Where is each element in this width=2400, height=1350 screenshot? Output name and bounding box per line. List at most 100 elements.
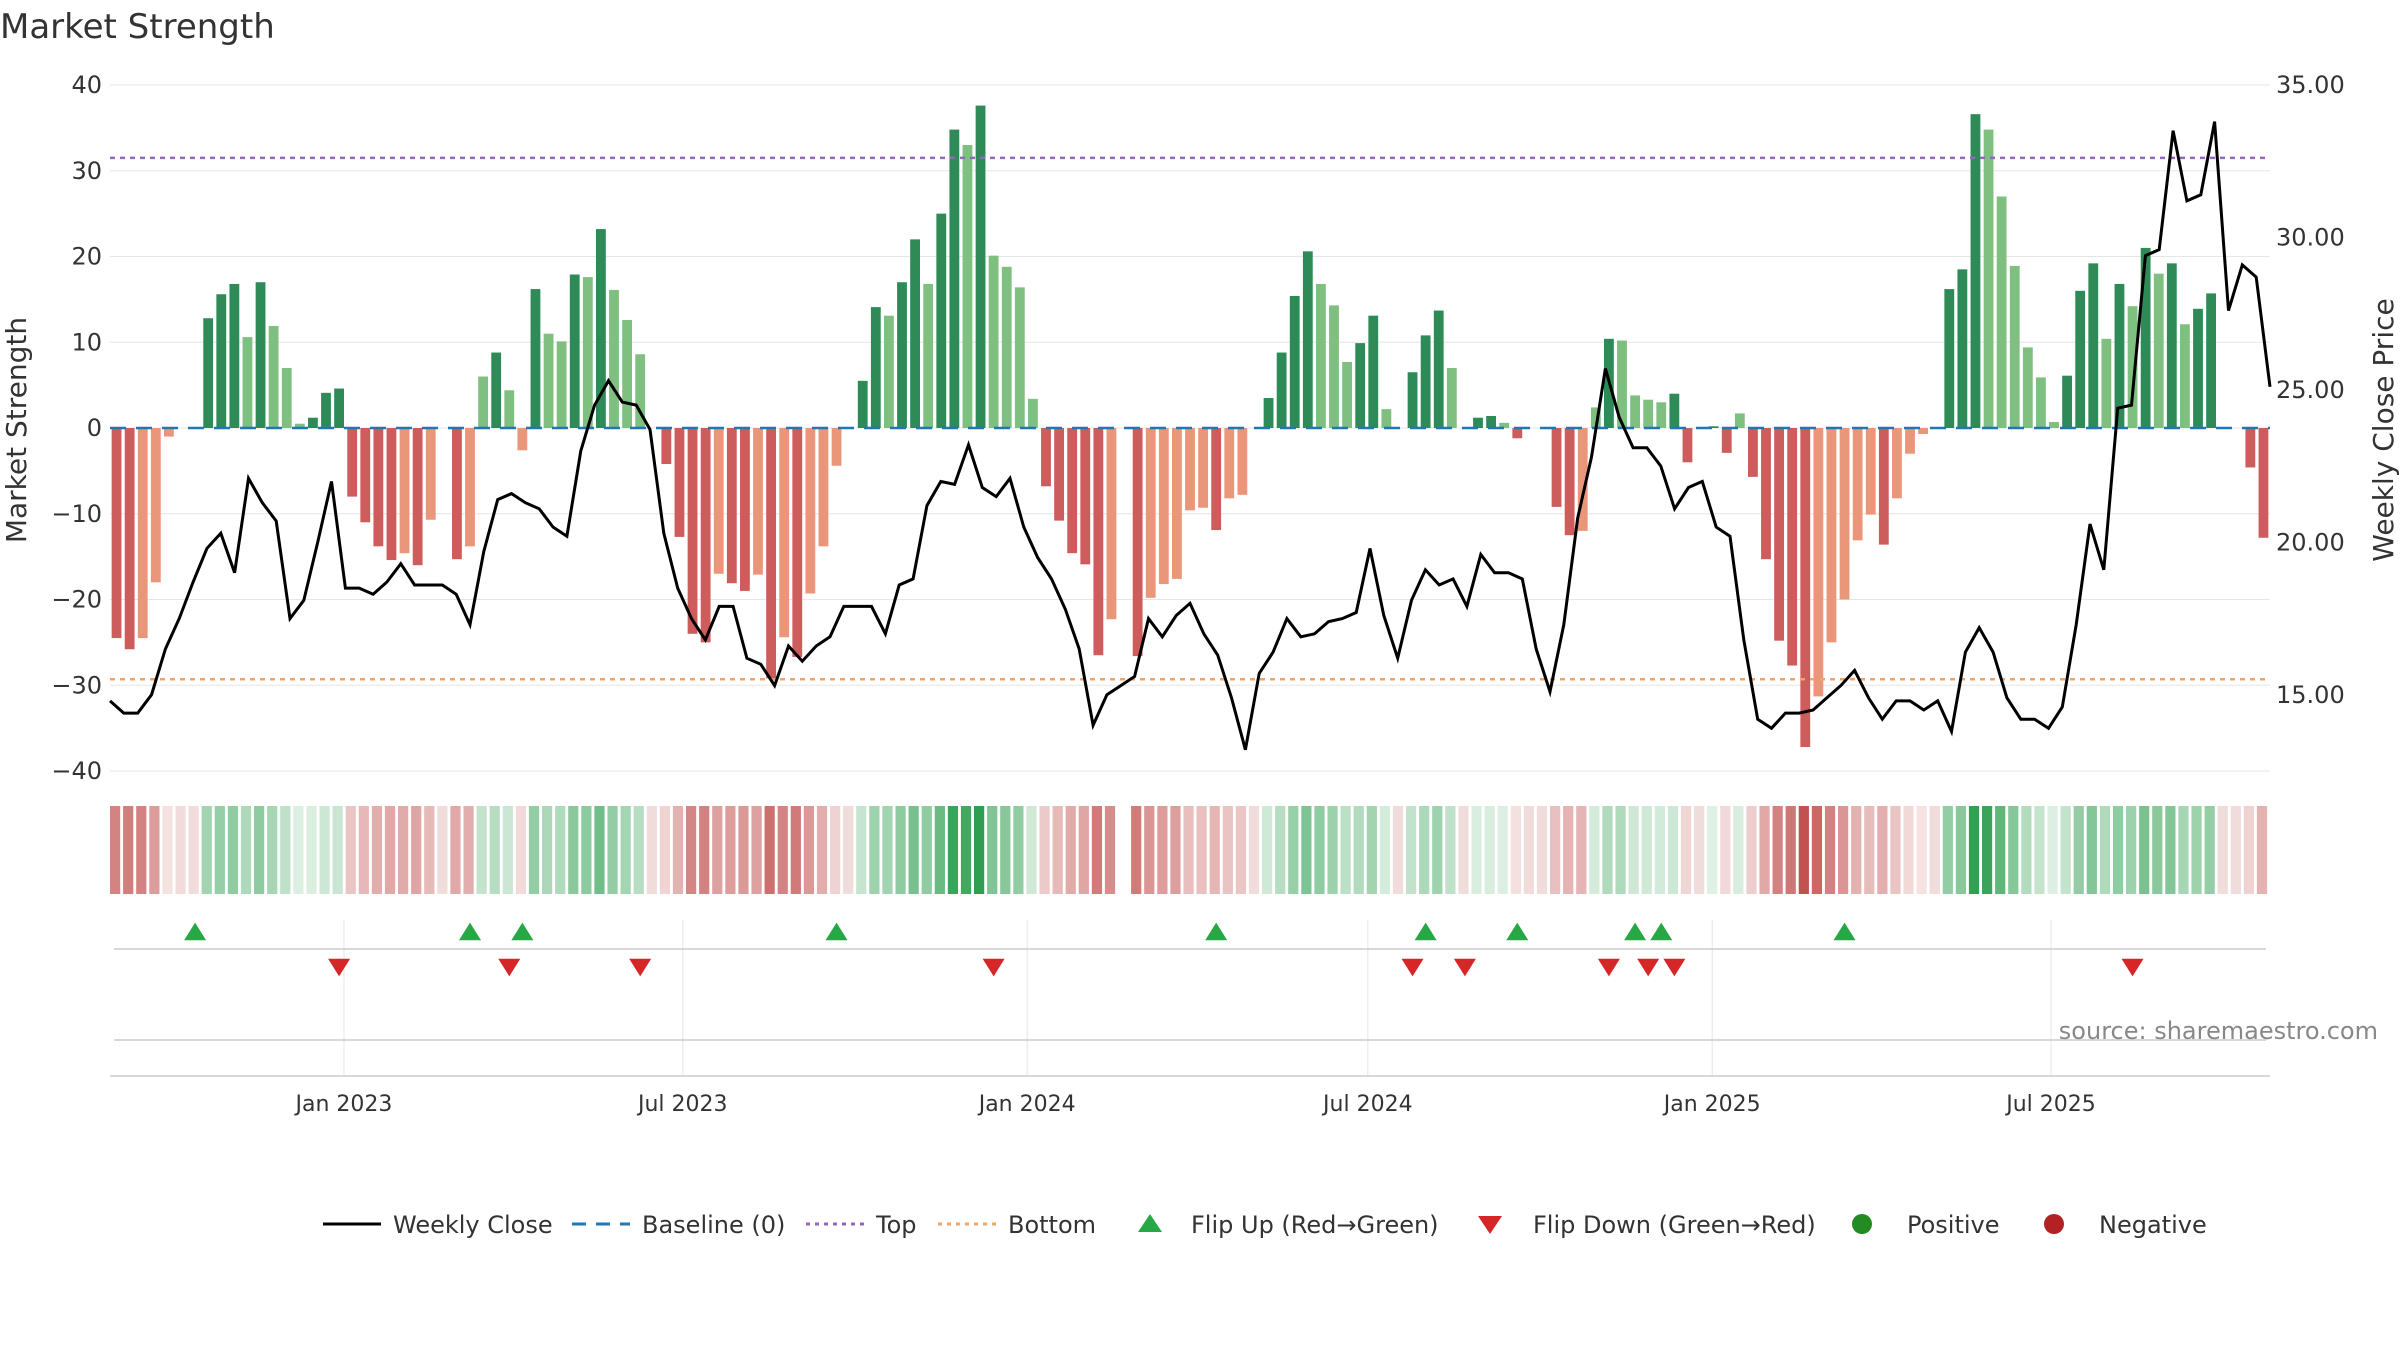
strength-bar <box>792 428 803 657</box>
strength-bar <box>1420 335 1431 428</box>
lower-panels <box>110 948 2270 1077</box>
heat-cell <box>1131 806 1142 894</box>
legend-circle-swatch <box>2044 1214 2064 1234</box>
flip-up-marker <box>459 922 481 941</box>
strength-bar <box>1590 407 1601 428</box>
strength-bar <box>229 283 240 428</box>
strength-bar <box>2153 273 2164 428</box>
strength-bar <box>1145 428 1156 598</box>
heat-cell <box>1916 806 1927 894</box>
legend-label: Flip Down (Green→Red) <box>1533 1211 1816 1239</box>
heat-cell <box>1157 806 1168 894</box>
strength-bar <box>1721 428 1732 453</box>
heat-cell <box>830 806 841 894</box>
strength-bar <box>661 428 672 465</box>
legend-circle-swatch <box>1852 1214 1872 1234</box>
flip-down-marker <box>328 958 351 977</box>
strength-bar <box>504 390 515 428</box>
strength-bar <box>281 367 292 428</box>
heat-cell <box>1000 806 1011 894</box>
heat-cell <box>1563 806 1574 894</box>
strength-bar <box>674 428 685 537</box>
strength-bar <box>2193 308 2203 428</box>
strength-bar <box>1041 428 1051 487</box>
heat-cell <box>974 806 985 894</box>
strength-bar <box>1001 266 1012 428</box>
strength-bars <box>111 105 2269 747</box>
flip-up-marker <box>1205 922 1228 941</box>
heat-cell <box>515 806 527 894</box>
legend-label: Baseline (0) <box>642 1211 785 1239</box>
heat-cell <box>2073 806 2084 894</box>
y-axis-label-right: Weekly Close Price <box>2367 298 2400 561</box>
heat-cell <box>1327 806 1338 894</box>
heat-cell <box>1065 806 1076 894</box>
heat-cell <box>1484 806 1495 894</box>
heat-cell <box>2152 806 2163 894</box>
strength-bar <box>150 428 161 583</box>
heat-cell <box>476 806 487 894</box>
heat-cell <box>188 806 199 894</box>
strength-bar <box>1852 428 1863 541</box>
legend-label: Negative <box>2099 1211 2207 1239</box>
heat-cell <box>2034 806 2045 894</box>
strength-bar <box>897 282 907 428</box>
heat-cell <box>293 806 304 894</box>
heat-cell <box>227 806 239 894</box>
legend-item: Flip Up (Red→Green) <box>1138 1211 1439 1239</box>
strength-bar <box>726 428 737 584</box>
strength-bar <box>1734 413 1745 428</box>
heat-cell <box>1497 806 1508 894</box>
y-axis-label-left: Market Strength <box>0 317 33 543</box>
heat-cell <box>345 806 356 894</box>
heat-cell <box>581 806 592 894</box>
heat-cell <box>254 806 265 894</box>
source-note: source: sharemaestro.com <box>2059 1017 2378 1045</box>
heat-cell <box>1235 806 1247 894</box>
flip-up-marker <box>1414 922 1437 941</box>
strength-bar <box>805 428 816 594</box>
flip-down-marker <box>1663 958 1686 977</box>
strength-bar <box>1185 428 1195 511</box>
strength-bar <box>1630 395 1640 428</box>
left-tick-label: −20 <box>51 586 102 614</box>
heat-cell <box>2256 806 2268 894</box>
right-tick-label: 25.00 <box>2276 376 2345 404</box>
strength-bar <box>491 352 502 428</box>
heat-cell <box>2204 806 2215 894</box>
heat-cell <box>594 806 605 894</box>
strength-bar <box>1473 417 1483 428</box>
strength-bar <box>1944 289 1955 428</box>
heat-cell <box>2099 806 2111 894</box>
strength-bar <box>1486 415 1496 428</box>
flip-down-marker <box>982 958 1005 977</box>
strength-bar <box>818 428 829 547</box>
date-tick-label: Jul 2023 <box>636 1092 728 1117</box>
strength-bar <box>740 428 750 591</box>
heat-cell <box>2139 806 2150 894</box>
strength-bar <box>1708 426 1719 428</box>
date-tick-label: Jan 2025 <box>1662 1092 1761 1117</box>
legend-item: Negative <box>2044 1211 2207 1239</box>
right-tick-label: 35.00 <box>2276 71 2345 99</box>
strength-bar <box>216 294 227 428</box>
strength-bar <box>452 428 462 560</box>
heat-cell <box>1864 806 1875 894</box>
strength-bar <box>1028 398 1038 428</box>
strength-bar <box>425 428 436 520</box>
strength-bar <box>1669 393 1680 428</box>
heat-cell <box>1733 806 1744 894</box>
heat-cell <box>725 806 736 894</box>
heat-cell <box>1877 806 1888 894</box>
strength-bar <box>255 282 266 428</box>
strength-bar <box>1407 372 1418 428</box>
heat-cell <box>411 806 422 894</box>
heat-cell <box>738 806 749 894</box>
heat-cell <box>1379 806 1391 894</box>
heat-cell <box>280 806 291 894</box>
strength-bar <box>478 376 488 428</box>
strength-bar <box>360 428 371 523</box>
heat-cell <box>1458 806 1469 894</box>
heat-cell <box>633 806 644 894</box>
heat-cell <box>1589 806 1600 894</box>
